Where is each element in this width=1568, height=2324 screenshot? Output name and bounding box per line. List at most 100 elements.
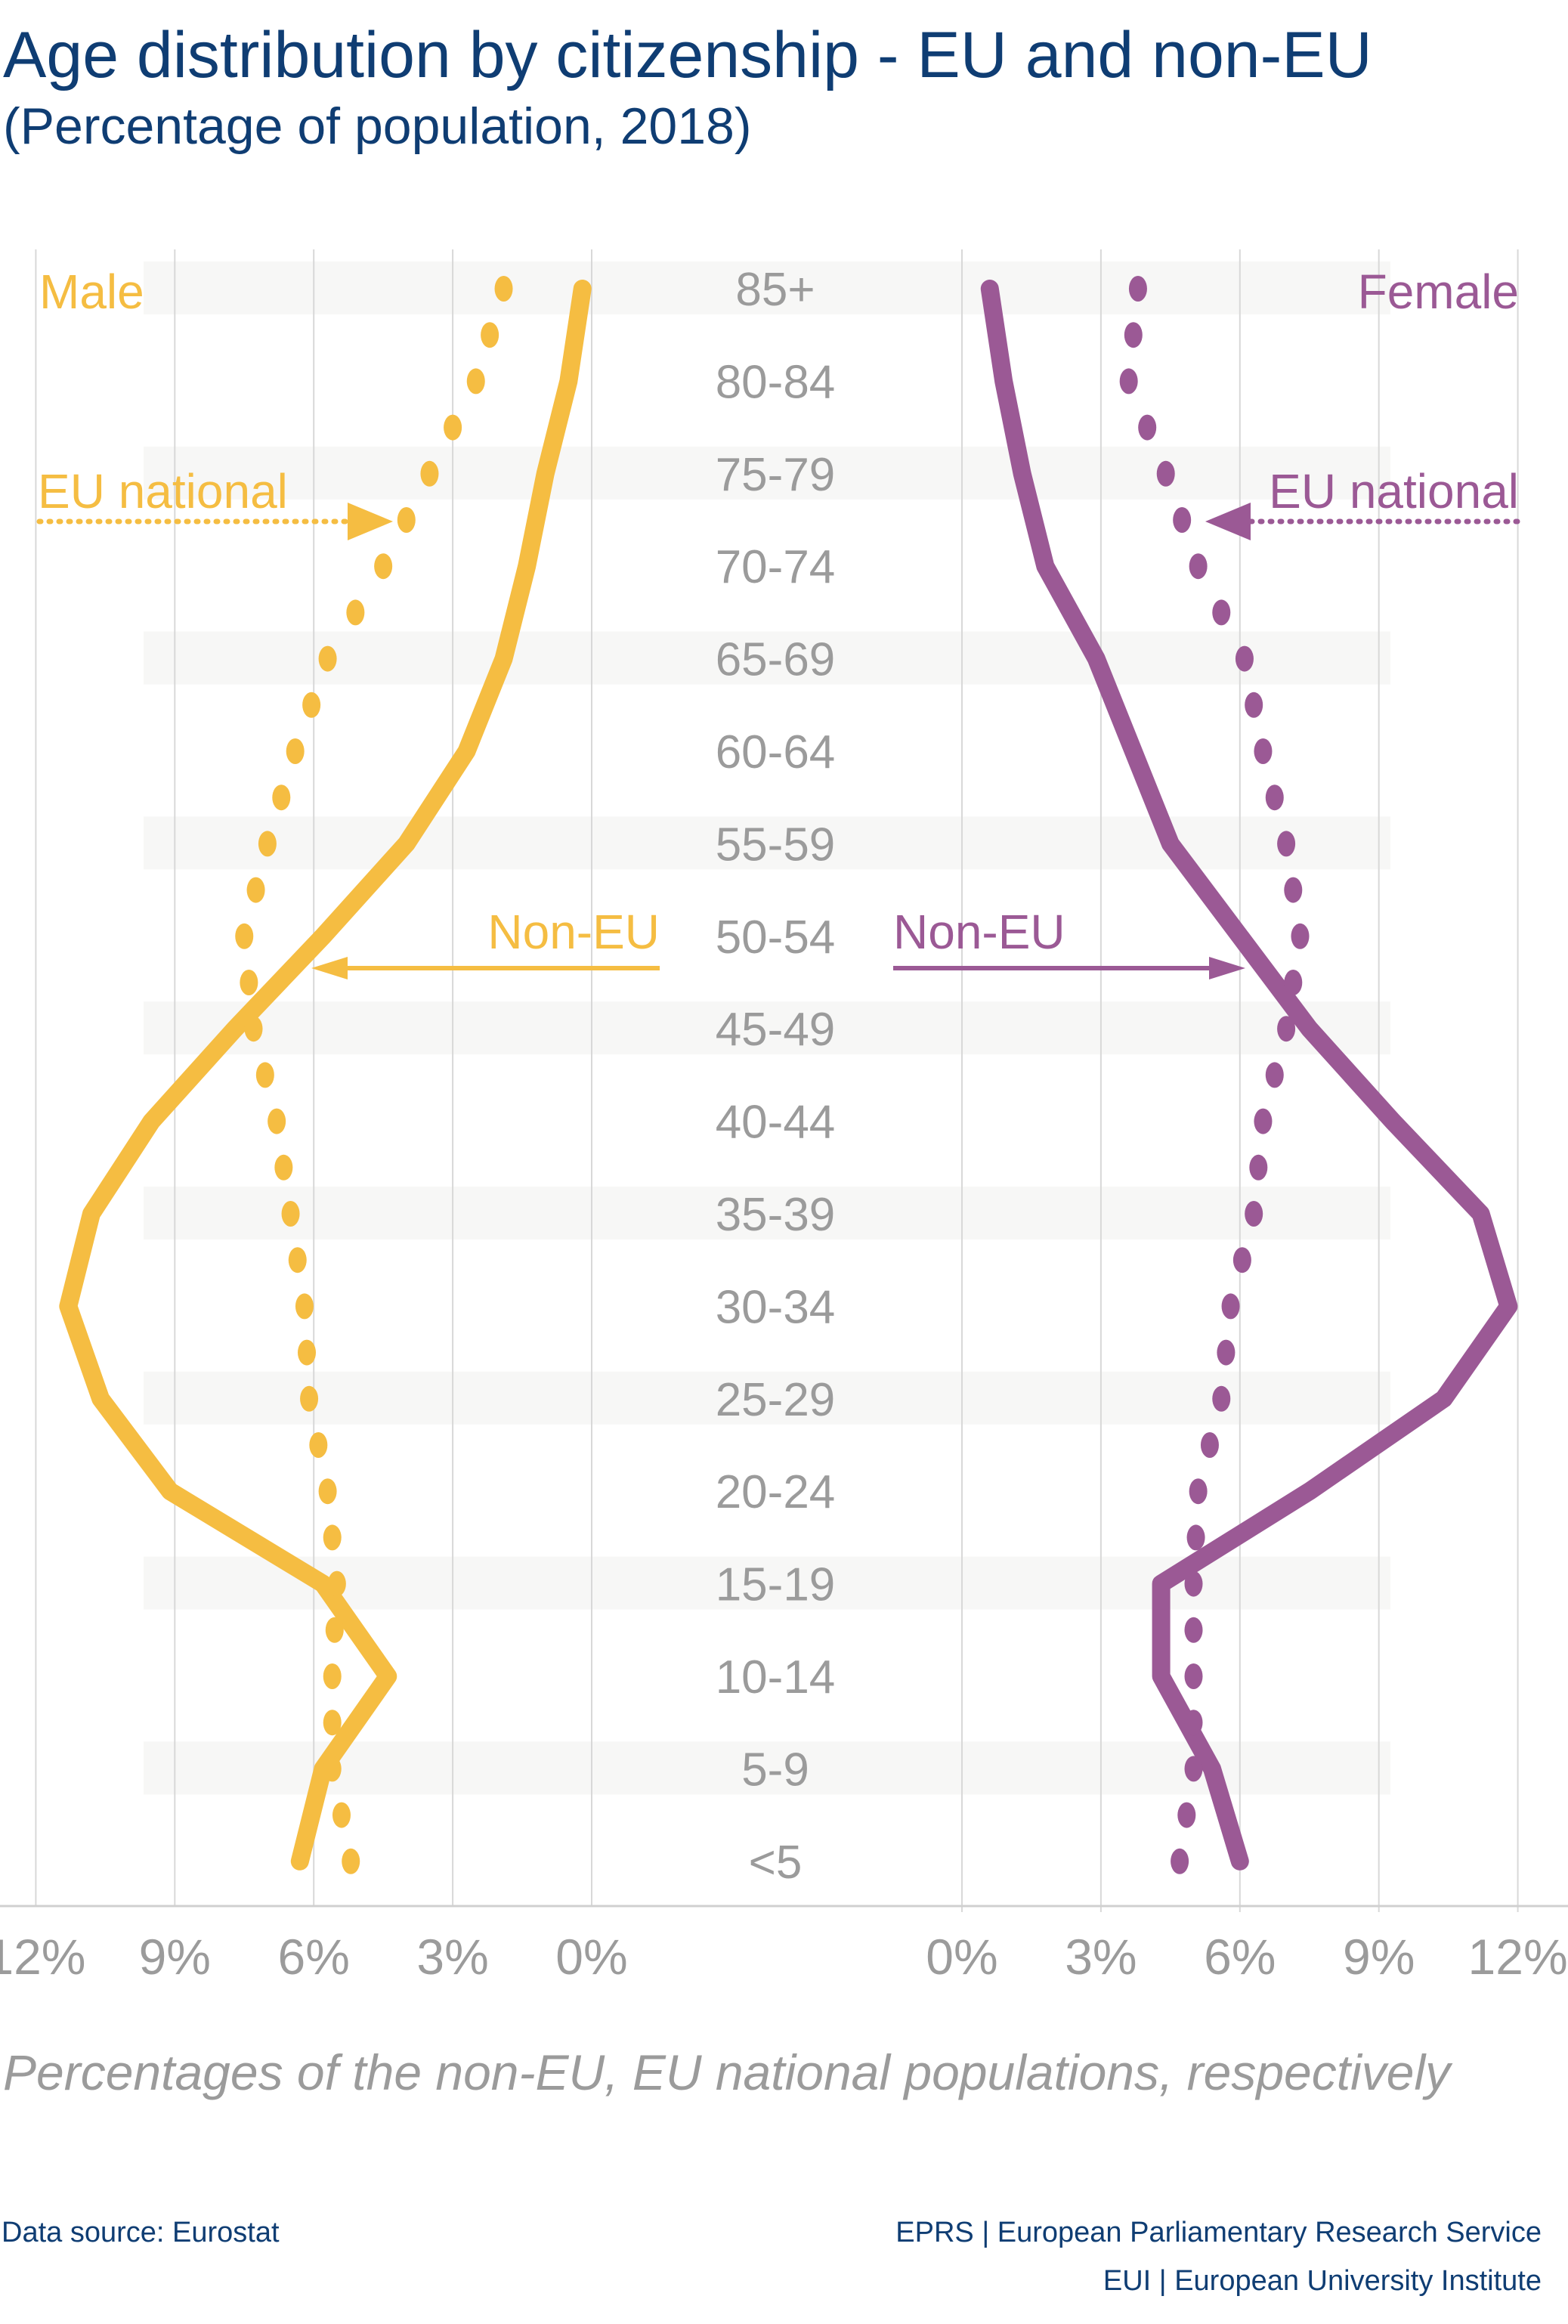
age-group-label: <5 (749, 1837, 803, 1889)
male-eu-national-dot (268, 1108, 286, 1134)
male-eu-national-dot (246, 877, 265, 903)
age-group-label: 40-44 (716, 1097, 836, 1149)
male-eu-national-dot (420, 460, 439, 487)
male-eu-national-dot (295, 1293, 314, 1320)
male-non-eu-line (59, 280, 592, 1871)
female-eu-national-dot (1254, 1108, 1273, 1134)
female-eu-national-dot (1254, 738, 1273, 764)
age-group-label: 35-39 (716, 1189, 836, 1241)
female-eu-national-dot (1284, 877, 1303, 903)
male-eu-national-dot (374, 553, 393, 580)
row-band (144, 261, 1390, 314)
male-eu-national-dot (255, 1062, 274, 1088)
female-non-eu-label: Non-EU (893, 905, 1065, 959)
male-eu-national-dot (346, 599, 365, 626)
male-eu-national-dot (318, 645, 337, 672)
female-eu-national-dot (1284, 970, 1303, 995)
female-eu-national-dot (1184, 1663, 1203, 1689)
female-eu-national-dot (1212, 1385, 1231, 1412)
female-eu-national-dot (1221, 1293, 1240, 1320)
row-band (144, 1741, 1390, 1795)
female-eu-national-label: EU national (1269, 464, 1519, 518)
chart-subtitle: (Percentage of population, 2018) (3, 97, 751, 155)
credit-eprs: EPRS | European Parliamentary Research S… (895, 2217, 1542, 2248)
x-tick-label-right: 3% (1065, 1929, 1137, 1985)
female-eu-national-dot (1277, 1016, 1296, 1042)
male-eu-national-dot (397, 507, 416, 533)
age-group-label: 70-74 (716, 541, 836, 593)
female-eu-national-dot (1177, 1802, 1196, 1828)
female-eu-national-dot (1212, 599, 1231, 626)
female-eu-national-dot (1200, 1432, 1219, 1458)
row-band (144, 631, 1390, 685)
male-eu-national-dot (240, 970, 258, 995)
x-tick-label-right: 12% (1468, 1929, 1568, 1985)
x-tick-label-left: 9% (139, 1929, 211, 1985)
female-eu-national-dot (1245, 692, 1263, 718)
row-band (144, 1371, 1390, 1425)
male-eu-national-dot (244, 1016, 263, 1042)
female-eu-national-dot (1235, 645, 1254, 672)
x-tick-label-right: 0% (926, 1929, 997, 1985)
x-tick-label-left: 3% (416, 1929, 488, 1985)
male-eu-national-dot (323, 1524, 342, 1551)
male-eu-national-dot (327, 1570, 346, 1597)
female-eu-national-dot (1128, 276, 1147, 302)
male-non-eu-label: Non-EU (487, 905, 660, 959)
chart-title: Age distribution by citizenship - EU and… (3, 19, 1372, 91)
x-tick-label-left: 6% (278, 1929, 350, 1985)
male-eu-national-dot (300, 1385, 319, 1412)
female-eu-arrowhead-icon (1205, 503, 1251, 540)
female-eu-national-dot (1171, 1848, 1189, 1874)
age-group-label: 75-79 (716, 449, 836, 501)
chart-note: Percentages of the non-EU, EU national p… (3, 2044, 1453, 2100)
x-tick-label-right: 9% (1343, 1929, 1415, 1985)
age-group-label: 5-9 (741, 1744, 809, 1796)
male-eu-national-dot (444, 414, 462, 441)
male-eu-arrowhead-icon (348, 503, 393, 540)
male-eu-national-dot (272, 784, 291, 811)
male-eu-national-dot (342, 1848, 360, 1874)
age-group-label: 15-19 (716, 1559, 836, 1611)
male-eu-national-dot (288, 1247, 307, 1273)
female-eu-national-dot (1249, 1154, 1268, 1181)
age-group-label: 80-84 (716, 356, 836, 408)
age-group-label: 45-49 (716, 1004, 836, 1056)
female-eu-national-dot (1119, 368, 1138, 395)
male-eu-national-dot (332, 1802, 351, 1828)
age-group-label: 30-34 (716, 1281, 836, 1333)
female-eu-national-dot (1184, 1570, 1203, 1597)
male-eu-national-dot (481, 322, 499, 348)
credit-eui: EUI | European University Institute (1103, 2265, 1542, 2297)
female-eu-national-dot (1156, 460, 1175, 487)
male-eu-national-dot (281, 1201, 300, 1227)
x-tick-label-right: 6% (1204, 1929, 1276, 1985)
data-source: Data source: Eurostat (2, 2217, 280, 2248)
male-eu-national-dot (494, 276, 513, 302)
male-eu-national-dot (235, 923, 254, 949)
male-eu-national-dot (323, 1663, 342, 1689)
female-non-eu-line (980, 280, 1518, 1871)
female-eu-national-dot (1184, 1756, 1203, 1782)
male-eu-national-dot (258, 831, 277, 857)
female-label: Female (1358, 265, 1519, 319)
male-eu-national-dot (323, 1710, 342, 1736)
male-eu-national-dot (286, 738, 305, 764)
row-band (144, 1187, 1390, 1239)
male-label: Male (39, 265, 144, 319)
female-eu-national-dot (1291, 923, 1310, 949)
male-eu-national-dot (325, 1617, 344, 1643)
age-group-label: 25-29 (716, 1374, 836, 1426)
female-eu-national-dot (1184, 1617, 1203, 1643)
female-eu-national-dot (1186, 1524, 1205, 1551)
male-non-eu-arrowhead-icon (311, 957, 348, 979)
male-eu-national-label: EU national (38, 464, 288, 518)
female-eu-national-dot (1184, 1710, 1203, 1736)
female-eu-national-dot (1189, 553, 1208, 580)
age-group-label: 10-14 (716, 1651, 836, 1704)
age-group-label: 60-64 (716, 726, 836, 778)
female-eu-national-dot (1217, 1339, 1236, 1366)
age-group-label: 55-59 (716, 819, 836, 871)
male-eu-national-dot (302, 692, 321, 718)
